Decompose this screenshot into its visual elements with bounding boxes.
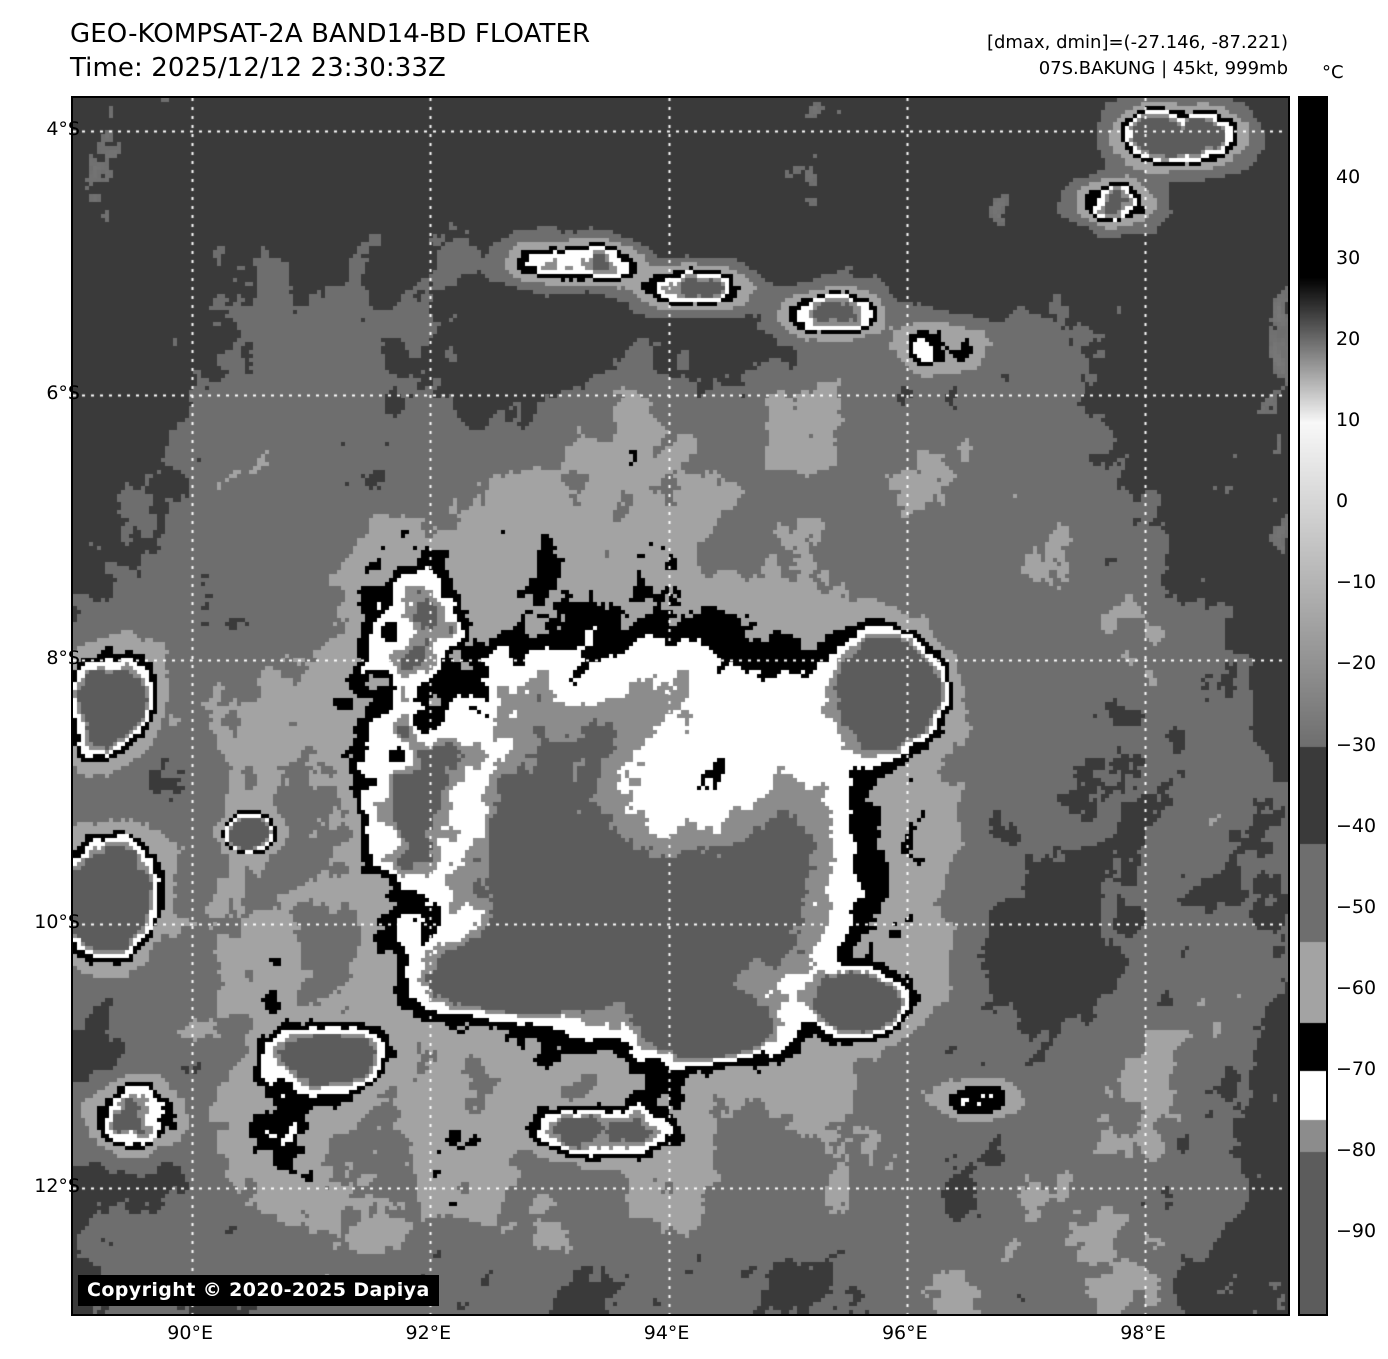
y-axis-tick-3: 10°S [34, 911, 80, 934]
timestamp-label: Time: 2025/12/12 23:30:33Z [70, 52, 446, 83]
x-axis-tick-1: 92°E [405, 1322, 452, 1344]
storm-info-label: 07S.BAKUNG | 45kt, 999mb [1038, 58, 1288, 80]
metadata-block: [dmax, dmin]=(-27.146, -87.221) 07S.BAKU… [987, 30, 1288, 82]
colorbar-tick-7: −30 [1336, 733, 1377, 756]
copyright-watermark: Copyright © 2020-2025 Dapiya [78, 1275, 439, 1306]
y-axis-tick-2: 8°S [46, 646, 80, 669]
dmax-dmin-label: [dmax, dmin]=(-27.146, -87.221) [986, 32, 1288, 53]
colorbar [1298, 96, 1328, 1316]
satellite-image-plot: Copyright © 2020-2025 Dapiya [71, 96, 1290, 1316]
colorbar-tick-3: 10 [1336, 409, 1361, 432]
colorbar-tick-5: −10 [1336, 571, 1377, 594]
x-axis-tick-4: 98°E [1120, 1322, 1166, 1344]
colorbar-tick-1: 30 [1336, 247, 1361, 270]
colorbar-tick-4: 0 [1336, 490, 1349, 513]
y-axis-tick-4: 12°S [34, 1175, 80, 1198]
colorbar-tick-0: 40 [1336, 166, 1361, 189]
title-block: GEO-KOMPSAT-2A BAND14-BD FLOATER Time: 2… [70, 18, 590, 86]
colorbar-tick-2: 20 [1336, 328, 1361, 351]
colorbar-tick-11: −70 [1336, 1057, 1377, 1080]
x-axis-tick-2: 94°E [643, 1322, 690, 1344]
colorbar-tick-12: −80 [1336, 1138, 1377, 1161]
page-title: GEO-KOMPSAT-2A BAND14-BD FLOATER [70, 19, 591, 49]
x-axis-tick-0: 90°E [167, 1322, 213, 1344]
colorbar-tick-9: −50 [1336, 895, 1377, 918]
y-axis-tick-1: 6°S [46, 382, 80, 405]
colorbar-unit-label: °C [1322, 62, 1344, 83]
colorbar-tick-10: −60 [1336, 976, 1377, 999]
colorbar-gradient [1300, 98, 1326, 1314]
colorbar-tick-13: −90 [1336, 1219, 1377, 1242]
satellite-imagery-canvas [73, 98, 1288, 1314]
colorbar-tick-8: −40 [1336, 814, 1377, 837]
x-axis-tick-3: 96°E [881, 1322, 928, 1344]
colorbar-tick-6: −20 [1336, 652, 1377, 675]
y-axis-tick-0: 4°S [46, 118, 80, 141]
